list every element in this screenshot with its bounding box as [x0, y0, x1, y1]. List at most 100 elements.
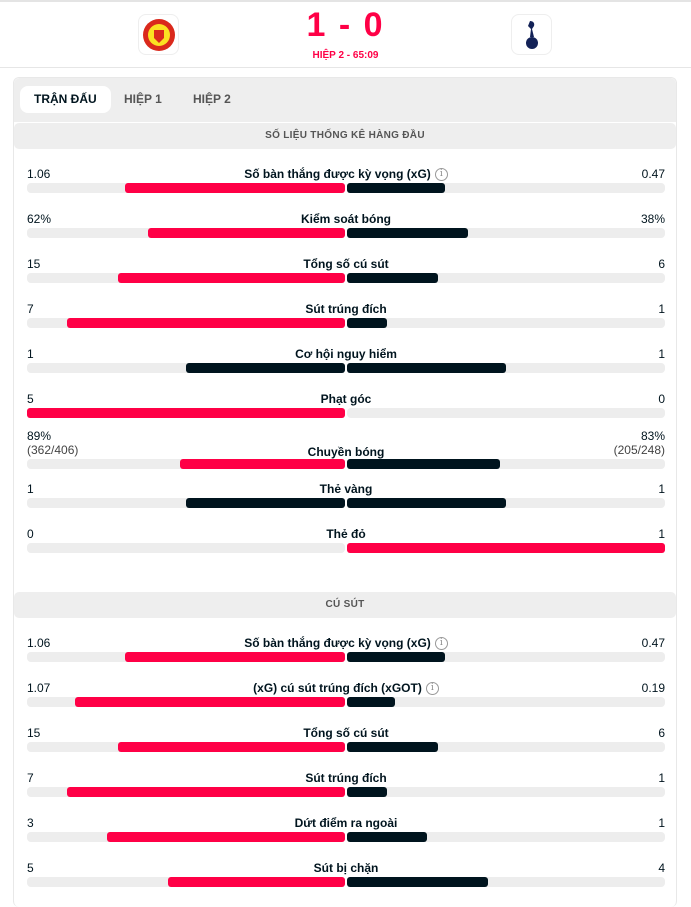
home-value: 5: [27, 861, 34, 875]
away-value: 0.47: [642, 167, 665, 181]
away-bar-track: [347, 363, 665, 373]
home-bar-fill: [117, 273, 345, 283]
away-value-main: 1: [658, 347, 665, 361]
stat-row: 1 1 Cơ hội nguy hiểm: [27, 347, 665, 387]
home-bar-track: [27, 318, 345, 328]
away-value: 1: [658, 527, 665, 541]
home-bar-fill: [124, 183, 345, 193]
tab-second-half[interactable]: HIỆP 2: [193, 92, 231, 106]
away-value: 0: [658, 392, 665, 406]
home-bar-track: [27, 787, 345, 797]
stat-row: 1.06 0.47 Số bàn thắng được kỳ vọng (xG) i: [27, 636, 665, 676]
home-value-detail: (362/406): [27, 443, 79, 457]
home-value: 89% (362/406): [27, 429, 78, 457]
home-value-main: 1.06: [27, 636, 51, 650]
stat-label: Sút bị chặn: [313, 861, 379, 875]
away-value-main: 83%: [640, 429, 665, 443]
period-tabs: TRẬN ĐẤU HIỆP 1 HIỆP 2: [14, 78, 676, 122]
home-value-main: 7: [27, 302, 34, 316]
stat-name: (xG) cú sút trúng đích (xGOT) i: [27, 681, 665, 696]
stat-label: Chuyền bóng: [307, 445, 385, 459]
home-bar-fill: [66, 787, 345, 797]
stat-row: 0 1 Thẻ đỏ: [27, 527, 665, 567]
home-bar-track: [27, 408, 345, 418]
away-bar-fill: [347, 832, 427, 842]
stat-name: Cơ hội nguy hiểm: [27, 347, 665, 361]
home-value-main: 0: [27, 527, 34, 541]
stat-row: 5 0 Phạt góc: [27, 392, 665, 432]
away-value: 38%: [641, 212, 665, 226]
info-icon[interactable]: i: [434, 168, 448, 182]
away-value: 0.19: [642, 681, 665, 695]
score: 1 - 0: [306, 6, 385, 44]
stat-name: Chuyền bóng: [27, 445, 665, 459]
info-icon[interactable]: i: [425, 682, 439, 696]
tab-match[interactable]: TRẬN ĐẤU: [20, 86, 111, 113]
away-bar-fill: [347, 363, 506, 373]
stat-label: Tổng số cú sút: [303, 257, 389, 271]
away-bar-track: [347, 697, 665, 707]
home-bar-fill: [27, 408, 345, 418]
home-value-main: 1: [27, 347, 34, 361]
away-bar-track: [347, 742, 665, 752]
away-bar-track: [347, 408, 665, 418]
away-value-main: 1: [658, 771, 665, 785]
home-value-main: 3: [27, 816, 34, 830]
home-bar-track: [27, 543, 345, 553]
stat-row: 89% (362/406) 83% (205/248) Chuyền bóng: [27, 429, 665, 469]
home-value: 15: [27, 726, 40, 740]
home-value: 1.07: [27, 681, 50, 695]
home-bar-fill: [180, 459, 345, 469]
stat-row: 7 1 Sút trúng đích: [27, 302, 665, 342]
stat-name: Sút bị chặn: [27, 861, 665, 875]
away-bar-fill: [347, 459, 501, 469]
away-bar-track: [347, 318, 665, 328]
away-value-main: 0: [658, 392, 665, 406]
section-header: CÚ SÚT: [14, 592, 676, 618]
tab-first-half[interactable]: HIỆP 1: [124, 92, 162, 106]
home-bar-fill: [147, 228, 345, 238]
away-bar-track: [347, 652, 665, 662]
tottenham-hotspur-crest-icon: [525, 20, 538, 49]
away-value-main: 1: [658, 527, 665, 541]
away-bar-track: [347, 183, 665, 193]
stat-name: Kiểm soát bóng: [27, 212, 665, 226]
home-team-logo[interactable]: [138, 14, 179, 55]
home-value-main: 1.07: [27, 681, 51, 695]
stat-name: Thẻ đỏ: [27, 527, 665, 541]
away-value: 1: [658, 771, 665, 785]
home-bar-fill: [186, 498, 345, 508]
stat-name: Tổng số cú sút: [27, 257, 665, 271]
away-bar-track: [347, 498, 665, 508]
home-bar-track: [27, 697, 345, 707]
stat-row: 7 1 Sút trúng đích: [27, 771, 665, 811]
away-value-main: 0.47: [641, 167, 665, 181]
home-bar-track: [27, 652, 345, 662]
home-bar-track: [27, 228, 345, 238]
away-value-main: 0.47: [641, 636, 665, 650]
home-value: 0: [27, 527, 34, 541]
manchester-united-crest-icon: [142, 18, 175, 51]
away-value: 4: [658, 861, 665, 875]
home-bar-track: [27, 459, 345, 469]
home-value: 5: [27, 392, 34, 406]
away-value: 1: [658, 482, 665, 496]
match-header: 1 - 0 HIỆP 2 - 65:09: [0, 0, 691, 68]
home-value: 15: [27, 257, 40, 271]
home-value: 1.06: [27, 636, 50, 650]
stat-label: Phạt góc: [320, 392, 372, 406]
home-value: 1: [27, 482, 34, 496]
info-icon[interactable]: i: [434, 637, 448, 651]
away-value: 6: [658, 257, 665, 271]
away-team-logo[interactable]: [511, 14, 552, 55]
stats-panel: TRẬN ĐẤU HIỆP 1 HIỆP 2 SỐ LIỆU THỐNG KÊ …: [13, 77, 677, 907]
stat-name: Sút trúng đích: [27, 302, 665, 316]
away-bar-fill: [347, 183, 445, 193]
away-value-main: 6: [658, 257, 665, 271]
away-bar-track: [347, 832, 665, 842]
home-bar-track: [27, 183, 345, 193]
away-bar-fill: [347, 318, 387, 328]
home-bar-track: [27, 832, 345, 842]
stat-row: 15 6 Tổng số cú sút: [27, 726, 665, 766]
home-value: 1: [27, 347, 34, 361]
